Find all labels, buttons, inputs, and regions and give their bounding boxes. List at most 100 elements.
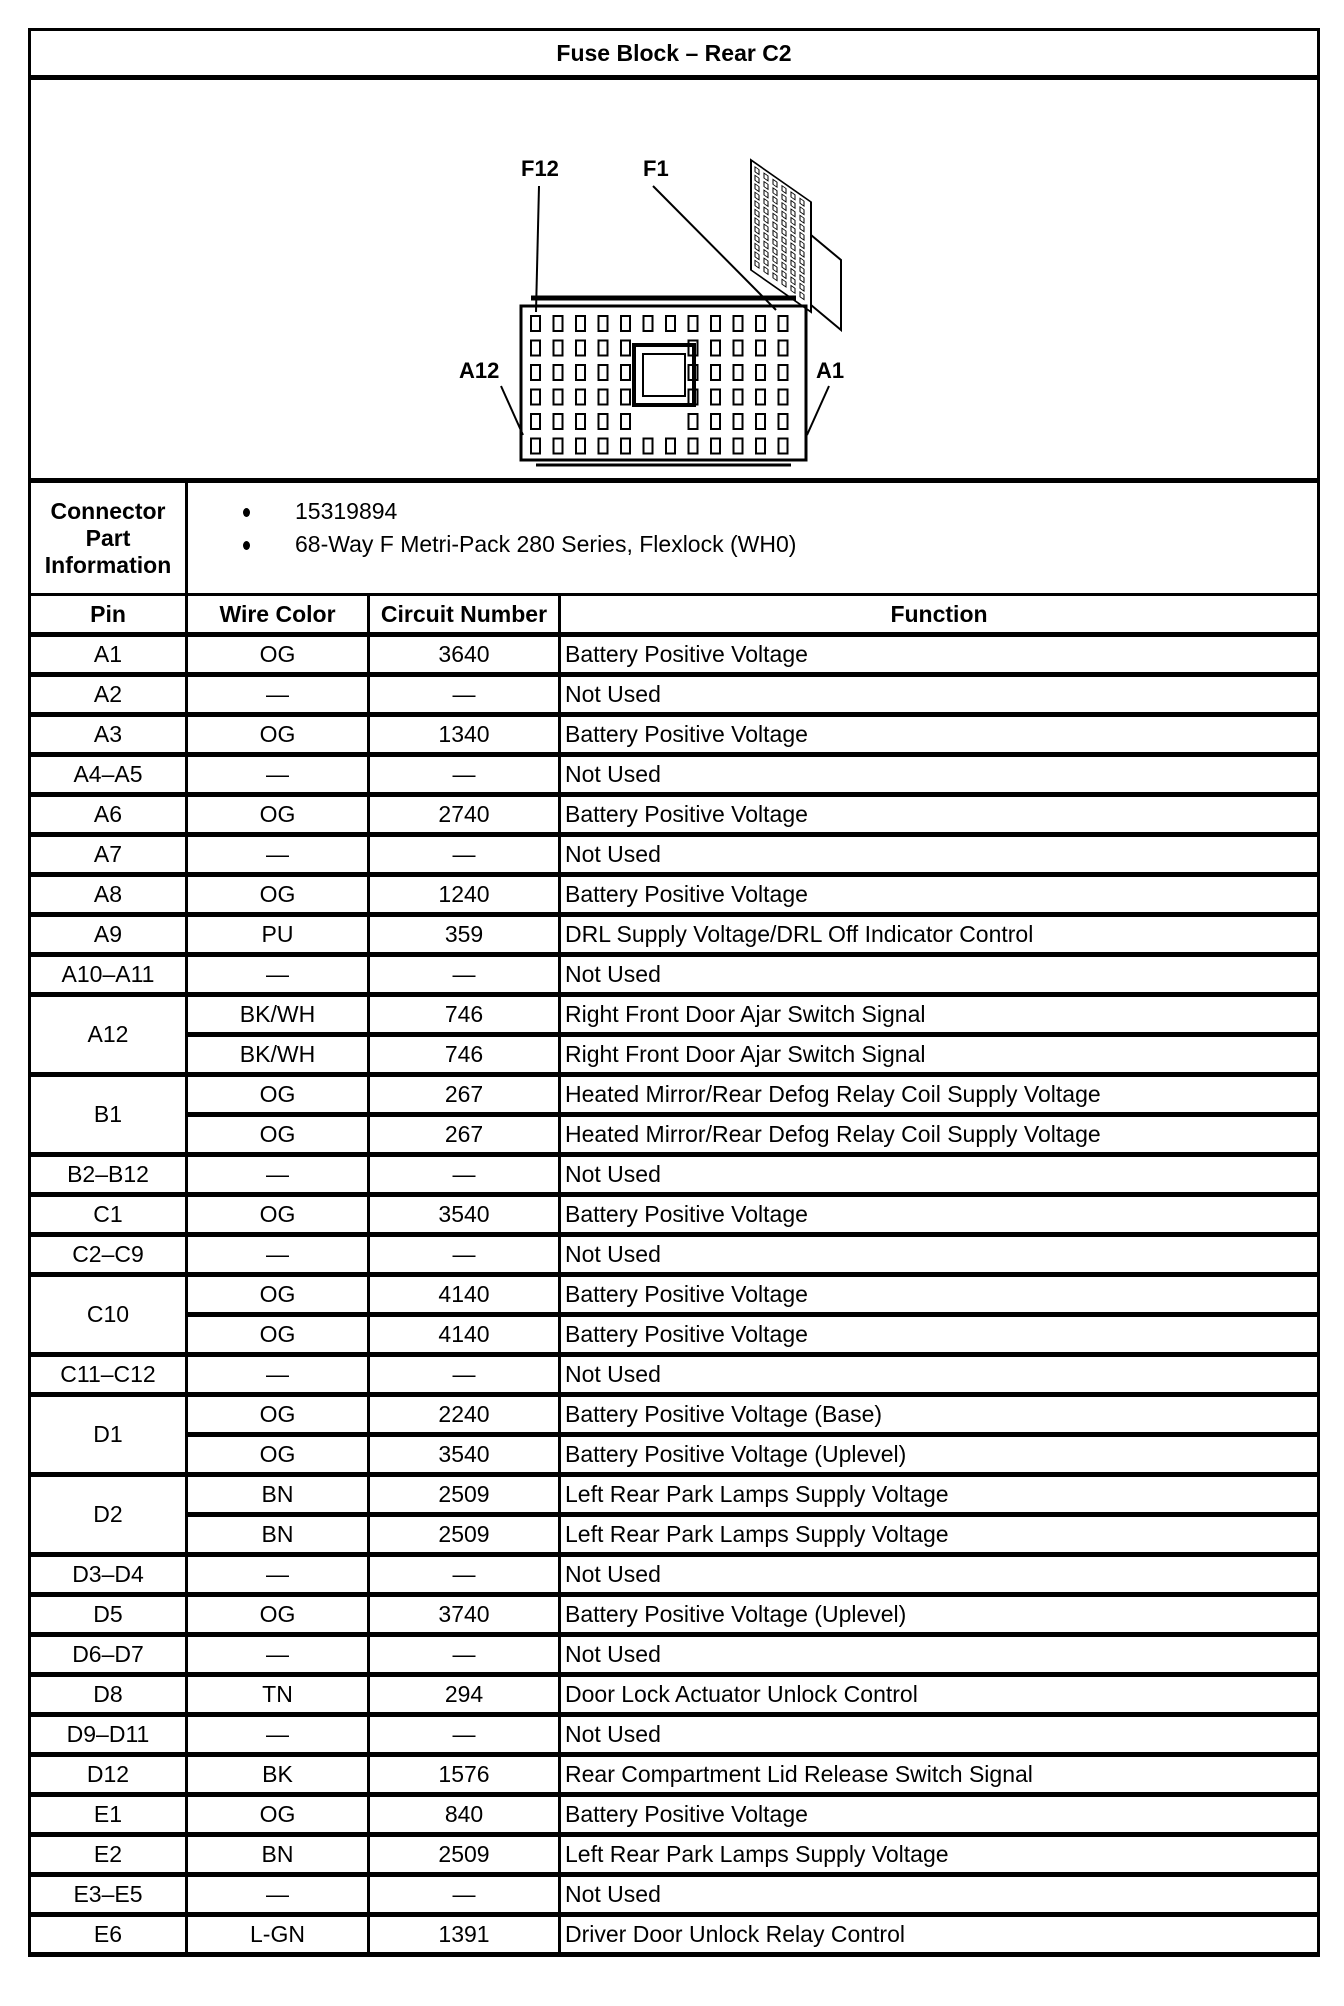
table-row: A2— — Not Used <box>28 672 1320 717</box>
function-cell: Not Used <box>558 1712 1320 1757</box>
pin-cavity <box>781 269 787 280</box>
pin-cavity <box>754 216 760 227</box>
pin-cell: D6–D7 <box>28 1632 188 1677</box>
pin-cavity <box>772 229 778 240</box>
pin-cavity <box>620 339 631 357</box>
table-title: Fuse Block – Rear C2 <box>28 28 1320 80</box>
function-cell: Not Used <box>558 832 1320 877</box>
circuit-number-cell: — <box>367 952 561 997</box>
pin-cavity <box>732 315 744 332</box>
pin-cavity <box>552 388 564 406</box>
function-cell: Not Used <box>558 1232 1320 1277</box>
pin-cell: A7 <box>28 832 188 877</box>
function-cell: Not Used <box>558 1872 1320 1917</box>
pin-cavity <box>732 339 744 357</box>
pin-cavity <box>790 199 796 210</box>
wire-color-cell: TN <box>185 1672 370 1717</box>
function-cell: Heated Mirror/Rear Defog Relay Coil Supp… <box>558 1112 1320 1157</box>
table-row: OG 3540 Battery Positive Voltage (Uplevel) <box>30 1432 1320 1477</box>
circuit-number-cell: 3640 <box>367 632 561 677</box>
table-row: B2–B12— — Not Used <box>28 1152 1320 1197</box>
pin-cavity <box>790 216 796 227</box>
pin-cavity <box>710 413 721 430</box>
table-row: D2 BN 2509 Left Rear Park Lamps Supply Volt… <box>28 1472 1320 1557</box>
table-row: A4–A5— — Not Used <box>28 752 1320 797</box>
function-cell: Door Lock Actuator Unlock Control <box>558 1672 1320 1717</box>
circuit-number-cell: — <box>367 1352 561 1397</box>
label-f12: F12 <box>521 156 559 181</box>
pin-cavity <box>772 263 778 274</box>
pin-cavity <box>754 182 760 193</box>
pin-cavity <box>772 238 778 248</box>
pin-cavity <box>781 235 787 246</box>
pin-cell: A12 <box>28 992 188 1077</box>
pin-cell: D12 <box>28 1752 188 1797</box>
pin-cell: A9 <box>28 912 188 957</box>
wire-color-cell: OG <box>185 792 370 837</box>
pin-cavity <box>790 191 796 201</box>
circuit-number-cell: 2740 <box>367 792 561 837</box>
function-cell: Right Front Door Ajar Switch Signal <box>558 1032 1320 1077</box>
function-cell: Not Used <box>558 752 1320 797</box>
table-row: E3–E5— — Not Used <box>28 1872 1320 1917</box>
pin-cavity <box>754 208 760 218</box>
wire-color-cell: OG <box>185 712 370 757</box>
pin-cell: D2 <box>28 1472 188 1557</box>
table-row: B1 OG 267 Heated Mirror/Rear Defog Relay Co… <box>28 1072 1320 1157</box>
pin-cavity <box>781 193 787 203</box>
pin-cavity <box>552 315 564 332</box>
pin-cavity <box>665 315 676 332</box>
table-row: D6–D7— — Not Used <box>28 1632 1320 1677</box>
table-row: E6 L-GN 1391 Driver Door Unlock Relay Contr… <box>28 1912 1320 1957</box>
pin-cavity <box>777 388 789 406</box>
pin-cavity <box>754 165 760 176</box>
pin-cavity <box>763 265 769 276</box>
pin-cavity <box>530 413 541 430</box>
pin-cavity <box>781 201 787 212</box>
circuit-number-cell: — <box>367 1712 561 1757</box>
pin-cavity <box>763 206 769 216</box>
function-cell: Battery Positive Voltage <box>558 1272 1320 1317</box>
pin-cell: A1 <box>28 632 188 677</box>
pin-cavity <box>772 246 778 257</box>
function-cell: Not Used <box>558 952 1320 997</box>
table-row: C11–C12— — Not Used <box>28 1352 1320 1397</box>
pin-cavity <box>763 248 769 259</box>
pin-cavity <box>799 214 805 224</box>
table-row: A9 PU 359 DRL Supply Voltage/DRL Off Indica… <box>28 912 1320 957</box>
table-row: D8 TN 294 Door Lock Actuator Unlock Control <box>28 1672 1320 1717</box>
circuit-number-cell: 2509 <box>367 1832 561 1877</box>
pin-cavity <box>754 199 760 210</box>
pin-cavity <box>763 240 769 250</box>
table-row: D3–D4— — Not Used <box>28 1552 1320 1597</box>
pin-cavity <box>754 233 760 244</box>
circuit-number-cell: 1576 <box>367 1752 561 1797</box>
function-cell: Battery Positive Voltage <box>558 1312 1320 1357</box>
pin-cell: B2–B12 <box>28 1152 188 1197</box>
pin-cavity <box>642 315 654 332</box>
pin-cell: A4–A5 <box>28 752 188 797</box>
pin-cavity <box>754 191 760 201</box>
function-cell: Battery Positive Voltage (Base) <box>558 1392 1320 1437</box>
label-f1: F1 <box>643 156 669 181</box>
pin-cavity <box>754 225 760 235</box>
pin-cell: E1 <box>28 1792 188 1837</box>
wire-color-cell: OG <box>185 1192 370 1237</box>
pin-cavity <box>530 364 541 381</box>
wire-color-cell: — <box>185 1712 370 1757</box>
pin-cell: B1 <box>28 1072 188 1157</box>
pin-cavity <box>790 276 796 286</box>
wire-color-cell: OG <box>185 1392 370 1437</box>
pin-cavity <box>732 413 744 430</box>
pin-cavity <box>710 437 721 455</box>
pin-cavity <box>799 273 805 284</box>
function-cell: Driver Door Unlock Relay Control <box>558 1912 1320 1957</box>
pin-cell: A3 <box>28 712 188 757</box>
wire-color-cell: BK <box>185 1752 370 1797</box>
circuit-number-cell: 2240 <box>367 1392 561 1437</box>
wire-color-cell: — <box>185 1152 370 1197</box>
wire-color-cell: — <box>185 672 370 717</box>
pin-cavity <box>552 413 564 430</box>
pin-cell: D1 <box>28 1392 188 1477</box>
pin-cavity <box>530 339 541 357</box>
